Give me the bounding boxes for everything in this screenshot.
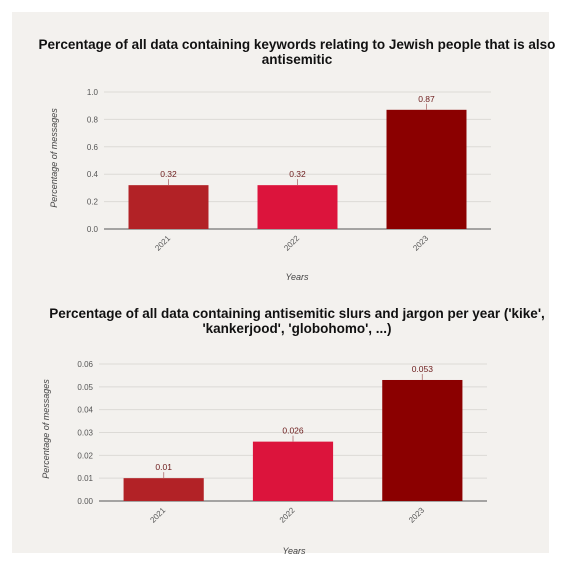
chart2-x-tick-2021: 2021 — [148, 505, 167, 524]
chart2-title-line1: Percentage of all data containing antise… — [49, 306, 545, 321]
chart1-y-axis-label: Percentage of messages — [49, 108, 59, 208]
chart1-plot-area: 0.0 0.2 0.4 0.6 0.8 1.0 0.32 2021 0.32 2022 0.87 20… — [87, 88, 491, 253]
chart2-x-axis-label: Years — [282, 546, 306, 556]
chart2-y-tick-label: 0.00 — [77, 497, 93, 506]
chart2-y-tick-label: 0.03 — [77, 429, 93, 438]
chart1-title-line1: Percentage of all data containing keywor… — [39, 37, 556, 52]
chart1-y-tick-label: 0.2 — [87, 198, 99, 207]
chart2-y-tick-label: 0.02 — [77, 451, 93, 460]
chart2-y-tick-label: 0.05 — [77, 383, 93, 392]
chart1-x-tick-2023: 2023 — [411, 233, 430, 252]
chart1-y-tick-label: 0.8 — [87, 115, 99, 124]
chart1-bar-2022 — [257, 185, 338, 229]
chart2-value-label-2022: 0.026 — [282, 426, 304, 436]
chart2-x-tick-2022: 2022 — [278, 505, 297, 524]
chart2-x-tick-2023: 2023 — [407, 505, 426, 524]
chart1-x-tick-2021: 2021 — [153, 233, 172, 252]
chart1-value-label-2022: 0.32 — [289, 169, 306, 179]
chart2-y-tick-label: 0.06 — [77, 360, 93, 369]
chart2-y-axis-label: Percentage of messages — [41, 379, 51, 479]
chart2-value-label-2023: 0.053 — [412, 364, 434, 374]
chart2-value-label-2021: 0.01 — [155, 462, 172, 472]
chart2-y-tick-label: 0.04 — [77, 406, 93, 415]
chart1-x-tick-2022: 2022 — [282, 233, 301, 252]
chart1-x-axis-label: Years — [285, 272, 309, 282]
chart2-plot-area: 0.00 0.01 0.02 0.03 0.04 0.05 0.06 0.01 2021 0.02… — [77, 360, 487, 525]
chart1-value-label-2021: 0.32 — [160, 169, 177, 179]
chart1-y-tick-label: 0.4 — [87, 170, 99, 179]
chart1-y-tick-label: 0.6 — [87, 143, 99, 152]
chart1-value-label-2023: 0.87 — [418, 94, 435, 104]
chart2-title-line2: 'kankerjood', 'globohomo', ...) — [202, 321, 391, 336]
chart2-y-tick-label: 0.01 — [77, 474, 93, 483]
chart2-bar-2023 — [382, 379, 463, 501]
chart2-bar-2021 — [123, 478, 204, 501]
chart1-y-tick-label: 0.0 — [87, 225, 99, 234]
chart2-bar-2022 — [252, 441, 334, 501]
chart1-bar-2021 — [128, 185, 209, 229]
chart1-title-line2: antisemitic — [262, 52, 333, 67]
chart1-y-tick-label: 1.0 — [87, 88, 99, 97]
chart1-bar-2023 — [386, 109, 467, 229]
